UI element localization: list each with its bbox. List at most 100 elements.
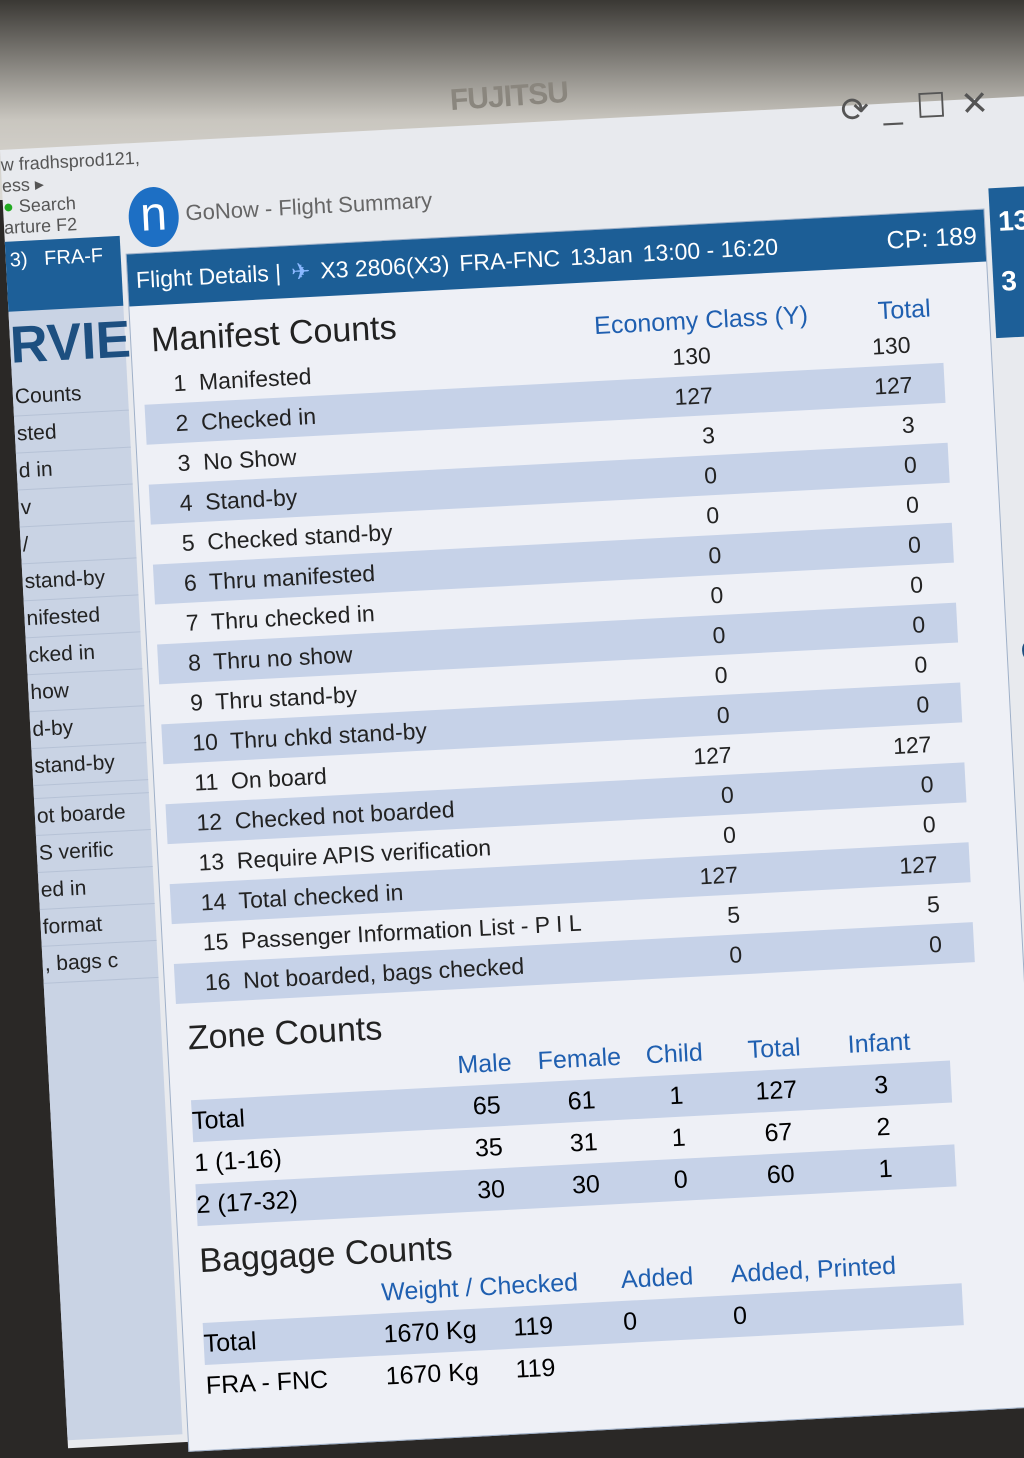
flight-details-label: Flight Details | [135,258,282,293]
row-label: Thru stand-by [214,680,358,714]
zone-value: 2 [875,1112,891,1141]
bg-row: stand-by [21,558,139,602]
zone-value: 65 [472,1090,502,1121]
economy-value: 0 [728,940,743,968]
total-value: 3 [901,411,916,438]
zone-col: Infant [846,1027,911,1059]
bg-row: d in [15,447,133,491]
row-label: On board [230,762,328,794]
total-value: 0 [922,810,937,838]
total-value: 5 [926,890,941,918]
zone-col: Total [746,1032,802,1064]
economy-value: 0 [716,701,731,728]
close-icon[interactable]: ✕ [959,84,990,124]
bg-row: / [19,521,137,565]
row-number: 13 [197,847,225,876]
airline-logo-icon: ✈ [290,257,312,285]
zone-value: 1 [877,1154,894,1183]
window-controls: ⟳ _ ☐ ✕ [840,83,990,131]
economy-value: 0 [707,541,722,568]
bg-row: how [27,669,145,713]
row-number: 10 [191,727,219,756]
zone-value: 61 [566,1085,597,1116]
zone-col: Female [536,1042,622,1075]
zone-col: Child [645,1037,704,1069]
maximize-icon[interactable]: ☐ [915,86,948,126]
refresh-icon[interactable]: ⟳ [839,90,871,130]
row-number: 6 [183,568,198,596]
row-number: 3 [176,448,192,476]
total-value: 0 [919,770,935,798]
total-value: 127 [898,850,939,879]
economy-value: 130 [671,341,712,370]
baggage-value [625,1358,735,1364]
bg-row: Counts [12,373,129,417]
row-label: Manifested [198,362,313,395]
minimize-icon[interactable]: _ [882,87,903,127]
total-value: 0 [911,610,926,638]
baggage-value: 1670 Kg [382,1315,478,1349]
baggage-value: 119 [514,1353,557,1384]
bg-row: format [39,903,157,947]
bg-header: 130 3 [988,182,1024,339]
row-label: Not boarded, bags checked [242,952,525,993]
row-label: Checked stand-by [206,518,394,555]
bg-row: d-by [29,706,147,750]
search-status-icon: ● [2,196,15,217]
baggage-value: 0 [622,1306,638,1336]
total-value: 127 [873,371,914,400]
total-value: 0 [905,490,920,518]
bg-row: cked in [25,632,143,676]
row-label: No Show [202,443,298,475]
zone-value: 1 [670,1122,687,1152]
zone-label: 1 (1-16) [193,1144,283,1177]
zone-value: 3 [873,1070,889,1100]
baggage-label: Total [203,1326,258,1358]
total-value: 130 [871,331,912,360]
col-blank [202,1293,382,1302]
economy-value: 0 [711,621,727,648]
row-number: 7 [185,608,200,636]
total-value: 0 [915,690,930,718]
economy-value: 127 [692,741,733,770]
row-number: 8 [187,648,202,676]
row-label: Checked in [200,402,317,435]
bg-row: nifested [23,595,141,639]
col-total: Total [877,294,932,326]
zone-value: 30 [476,1174,506,1204]
total-value: 0 [903,450,918,478]
baggage-value: 1670 Kg [384,1357,480,1390]
zone-value: 67 [763,1117,794,1147]
zone-label: 2 (17-32) [195,1185,299,1219]
bg-row: stand-by [31,743,149,787]
row-label: Thru checked in [210,599,376,635]
row-number: 11 [193,767,219,796]
economy-value: 0 [705,501,720,529]
economy-value: 3 [701,421,716,449]
baggage-col: Added, Printed [730,1251,897,1288]
row-label: Stand-by [204,483,298,515]
economy-value: 127 [673,381,714,410]
economy-value: 0 [722,820,737,848]
monitor-logo: FUJITSU [448,75,569,118]
total-value: 0 [928,930,943,957]
bg-title: RVIE [8,310,133,375]
bg-row: v [17,484,135,528]
baggage-label: FRA - FNC [205,1365,329,1400]
baggage-value: 0 [732,1301,748,1330]
flight-summary-panel: Flight Details | ✈ X3 2806(X3) FRA-FNC 1… [125,208,1024,1452]
zone-label: Total [191,1104,246,1135]
col-blank [190,1066,440,1079]
flight-time: 13:00 - 16:20 [641,232,779,266]
row-number: 5 [181,528,196,556]
zone-value: 30 [571,1169,601,1199]
row-label: Thru no show [212,640,354,675]
row-number: 1 [172,369,187,396]
route: FRA-FNC [458,244,561,276]
row-label: Checked not boarded [234,795,456,834]
baggage-col: Weight / Checked [380,1267,579,1307]
manifest-table: 1 Manifested 130 130 2 Checked in 127 127 3 No… [142,323,975,1004]
cp-count: CP: 189 [885,221,978,255]
total-value: 0 [913,650,928,678]
row-number: 15 [202,927,229,955]
